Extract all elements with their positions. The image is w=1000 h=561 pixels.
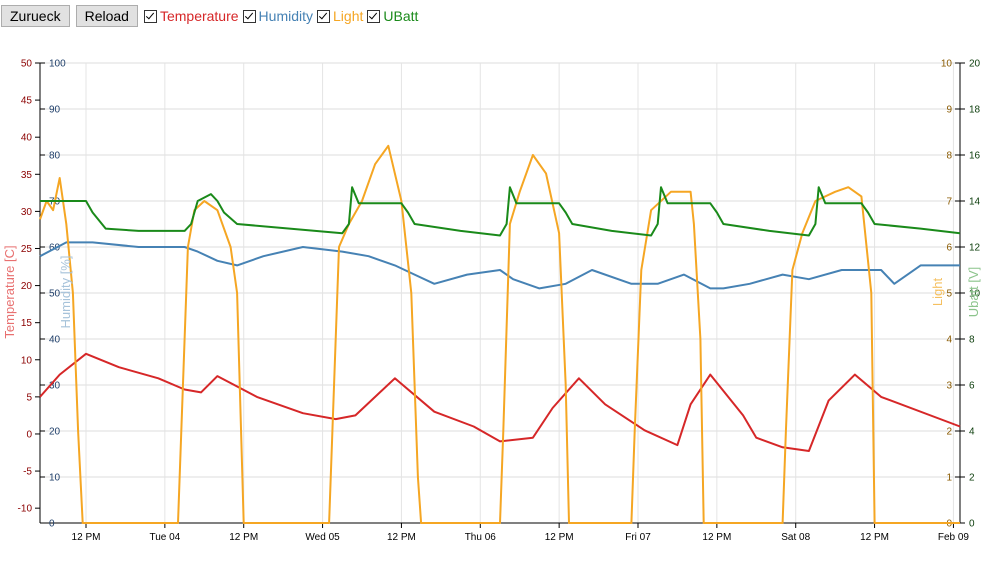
x-tick-label: 12 PM <box>545 532 574 543</box>
x-tick-label: Thu 06 <box>465 532 497 543</box>
x-tick-label: Sat 08 <box>781 532 810 543</box>
series-line-humidity <box>39 241 960 290</box>
humidity-tick-label: 20 <box>49 427 61 438</box>
temperature-tick-label: 0 <box>26 429 32 440</box>
humidity-axis-title: Humidity [%] <box>58 256 73 329</box>
light-tick-label: 7 <box>946 197 952 208</box>
temperature-tick-label: 25 <box>21 244 33 255</box>
toggle-temperature[interactable]: Temperature <box>143 8 239 24</box>
reload-button[interactable]: Reload <box>75 5 138 27</box>
series-line-light <box>39 144 960 524</box>
ubatt-axis-title: Ubatt [V] <box>966 267 981 318</box>
x-tick-label: 12 PM <box>387 532 416 543</box>
light-tick-label: 4 <box>946 335 952 346</box>
temperature-axis-title: Temperature [C] <box>2 245 17 338</box>
x-tick-label: 12 PM <box>72 532 101 543</box>
humidity-tick-label: 0 <box>49 519 55 530</box>
light-tick-label: 8 <box>946 151 952 162</box>
light-tick-label: 5 <box>946 289 952 300</box>
humidity-tick-label: 40 <box>49 335 61 346</box>
light-axis-title: Light <box>930 278 945 307</box>
ubatt-tick-label: 10 <box>969 289 981 300</box>
checkbox-light[interactable] <box>317 9 331 23</box>
toggle-humidity-label: Humidity <box>258 8 314 24</box>
x-tick-label: Feb 09 <box>938 532 970 543</box>
x-tick-label: 12 PM <box>702 532 731 543</box>
temperature-tick-label: 20 <box>21 281 33 292</box>
temperature-tick-label: 35 <box>21 170 33 181</box>
ubatt-tick-label: 14 <box>969 197 981 208</box>
toggle-light[interactable]: Light <box>317 8 363 24</box>
x-tick-label: Fri 07 <box>625 532 651 543</box>
light-tick-label: 9 <box>946 105 952 116</box>
chart-lines <box>39 144 961 524</box>
temperature-tick-label: 5 <box>26 392 32 403</box>
light-tick-label: 1 <box>946 473 952 484</box>
temperature-tick-label: 40 <box>21 133 33 144</box>
temperature-tick-label: 30 <box>21 207 33 218</box>
series-line-temperature <box>39 352 961 452</box>
ubatt-tick-label: 0 <box>969 519 975 530</box>
x-tick-label: Tue 04 <box>149 532 180 543</box>
temperature-tick-label: 45 <box>21 96 33 107</box>
light-tick-label: 3 <box>946 381 952 392</box>
chart-grid <box>40 62 960 524</box>
x-tick-label: Wed 05 <box>305 532 340 543</box>
light-tick-label: 6 <box>946 243 952 254</box>
toggle-light-label: Light <box>333 8 364 24</box>
light-tick-label: 2 <box>946 427 952 438</box>
ubatt-tick-label: 12 <box>969 243 981 254</box>
humidity-tick-label: 90 <box>49 105 61 116</box>
toggle-humidity[interactable]: Humidity <box>242 8 314 24</box>
ubatt-tick-label: 18 <box>969 105 981 116</box>
back-button[interactable]: Zurueck <box>1 5 70 27</box>
toggle-ubatt-label: UBatt <box>383 8 419 24</box>
ubatt-tick-label: 20 <box>969 59 981 70</box>
light-tick-label: 10 <box>941 59 953 70</box>
chart-axes: 12 PM Tue 04 12 PM Wed 05 12 PM Thu 06 12 PM Fr… <box>18 59 981 544</box>
ubatt-tick-label: 4 <box>969 427 975 438</box>
series-line-ubatt <box>40 186 961 237</box>
ubatt-tick-label: 6 <box>969 381 975 392</box>
toggle-temperature-label: Temperature <box>159 8 239 24</box>
temperature-tick-label: 15 <box>21 318 33 329</box>
checkbox-ubatt[interactable] <box>367 9 381 23</box>
humidity-tick-label: 100 <box>49 59 66 70</box>
ubatt-tick-label: 8 <box>969 335 975 346</box>
temperature-tick-label: 50 <box>21 59 33 70</box>
checkbox-humidity[interactable] <box>242 9 256 23</box>
toggle-ubatt[interactable]: UBatt <box>367 8 418 24</box>
humidity-tick-label: 30 <box>49 381 61 392</box>
toolbar: Zurueck Reload Temperature Humidity Ligh… <box>0 4 422 28</box>
x-tick-label: 12 PM <box>860 532 889 543</box>
humidity-tick-label: 50 <box>49 289 61 300</box>
ubatt-tick-label: 16 <box>969 151 981 162</box>
x-tick-label: 12 PM <box>229 532 258 543</box>
temperature-tick-label: -10 <box>18 504 33 515</box>
checkbox-temperature[interactable] <box>143 9 157 23</box>
humidity-tick-label: 80 <box>49 151 61 162</box>
humidity-tick-label: 10 <box>49 473 61 484</box>
temperature-tick-label: -5 <box>23 467 32 478</box>
ubatt-tick-label: 2 <box>969 473 975 484</box>
temperature-tick-label: 10 <box>21 355 33 366</box>
